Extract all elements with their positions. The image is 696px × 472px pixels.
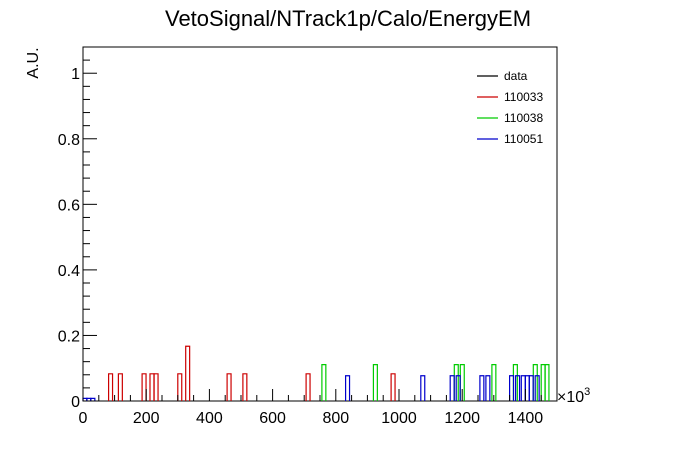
y-tick-label: 0.8 <box>58 132 80 149</box>
y-axis-label: A.U. <box>25 47 42 78</box>
histogram-bar <box>509 375 515 401</box>
x-axis-multiplier-exponent: 3 <box>584 386 590 398</box>
x-tick-label: 1200 <box>444 410 480 427</box>
legend: data 110033 110038 110051 <box>477 69 543 146</box>
y-tick-label: 0.2 <box>58 328 80 345</box>
histogram-bar <box>321 364 327 401</box>
y-tick-label: 1 <box>71 66 80 83</box>
plot-frame <box>82 46 558 402</box>
x-tick-label: 800 <box>322 410 349 427</box>
chart-title: VetoSignal/NTrack1p/Calo/EnergyEM <box>165 6 531 31</box>
histogram-bar <box>141 373 147 401</box>
histogram-bar <box>528 375 534 401</box>
axis-ticks: 0 200 400 600 800 1000 1200 1400 0 0.2 0.4 0.6 0.8 1 <box>58 46 558 427</box>
histogram-bar <box>149 373 155 401</box>
histogram-bar <box>90 397 96 401</box>
y-tick-label: 0 <box>71 394 80 411</box>
histogram-bar <box>455 375 461 401</box>
histogram-bar <box>485 375 491 401</box>
x-tick-label: 400 <box>196 410 223 427</box>
histogram-bar <box>117 373 123 401</box>
histogram-bar <box>344 375 351 401</box>
x-axis-multiplier-base: ×10 <box>557 389 584 406</box>
histogram-bar <box>242 373 248 401</box>
legend-label: 110038 <box>504 111 543 125</box>
x-tick-label: 0 <box>79 410 88 427</box>
histogram-bar <box>372 364 378 401</box>
histogram-bar <box>534 375 540 401</box>
histogram-bar <box>153 373 159 401</box>
histogram-bar <box>390 373 396 401</box>
y-tick-label: 0.6 <box>58 197 80 214</box>
histogram-bar <box>185 345 191 401</box>
y-tick-label: 0.4 <box>58 263 80 280</box>
x-tick-label: 1400 <box>508 410 544 427</box>
plot-area <box>82 46 558 402</box>
histogram-bar <box>449 375 455 401</box>
histogram-bar <box>420 375 426 401</box>
histogram-bar <box>107 373 114 401</box>
x-tick-label: 1000 <box>381 410 417 427</box>
histogram-bar <box>515 375 521 401</box>
histogram-bar <box>491 364 497 401</box>
histogram-bar <box>479 375 485 401</box>
x-axis-multiplier: ×103 <box>557 386 590 406</box>
x-tick-label: 200 <box>133 410 160 427</box>
legend-label: data <box>504 69 528 83</box>
histogram-bar <box>544 364 550 401</box>
histogram-bar <box>226 373 232 401</box>
histogram-bar <box>305 373 311 401</box>
legend-label: 110033 <box>504 90 543 104</box>
histogram-bar <box>177 373 183 401</box>
legend-label: 110051 <box>504 132 543 146</box>
histogram-bar <box>520 375 526 401</box>
x-tick-label: 600 <box>259 410 286 427</box>
